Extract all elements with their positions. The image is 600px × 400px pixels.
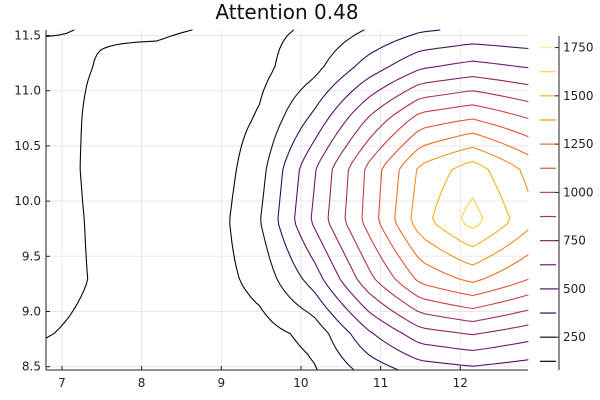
chart-title: Attention 0.48 (215, 0, 358, 24)
y-tick-label-2: 9.5 (22, 249, 41, 263)
x-tick-label-5: 12 (453, 376, 468, 390)
colorbar-tick-label-6: 1750 (563, 41, 594, 55)
colorbar-tick-label-3: 1000 (563, 185, 594, 199)
x-tick-label-2: 9 (217, 376, 225, 390)
contour-level-875 (344, 90, 529, 323)
contour-level-1000 (361, 104, 529, 310)
contour-level-1250 (394, 132, 529, 283)
colorbar-tick-label-1: 500 (563, 282, 586, 296)
y-tick-label-3: 10.0 (14, 194, 41, 208)
axes (45, 30, 528, 371)
colorbar-tick-label-4: 1250 (563, 137, 594, 151)
colorbar-tick-label-0: 250 (563, 330, 586, 344)
y-tick-label-6: 11.5 (14, 29, 41, 43)
x-tick-label-4: 11 (373, 376, 388, 390)
y-tick-label-1: 9.0 (22, 304, 41, 318)
colorbar-tick-label-5: 1500 (563, 89, 594, 103)
contour-level-625 (310, 60, 529, 351)
contour-level-250 (260, 29, 365, 371)
x-axis-ticks: 7 8 9 10 11 12 (58, 366, 468, 390)
contour-level-125 (45, 29, 318, 371)
colorbar-tick-label-2: 750 (563, 234, 586, 248)
y-tick-label-0: 8.5 (22, 360, 41, 374)
contour-level-1125 (377, 118, 529, 297)
y-tick-label-5: 11.0 (14, 84, 41, 98)
x-tick-label-0: 7 (58, 376, 66, 390)
x-tick-label-1: 8 (138, 376, 146, 390)
contour-level-500 (294, 43, 529, 367)
contour-level-1500 (431, 160, 511, 248)
y-axis-ticks: 8.5 9.0 9.5 10.0 10.5 11.0 11.5 (14, 29, 50, 374)
contour-lines (45, 29, 529, 371)
y-tick-label-4: 10.5 (14, 139, 41, 153)
colorbar: 250 500 750 1000 1250 1500 1750 (540, 36, 594, 370)
contour-level-750 (327, 76, 529, 336)
x-tick-label-3: 10 (293, 376, 308, 390)
contour-level-1625 (460, 197, 484, 230)
contour-level-375 (277, 29, 441, 371)
contour-level-1375 (410, 146, 529, 266)
